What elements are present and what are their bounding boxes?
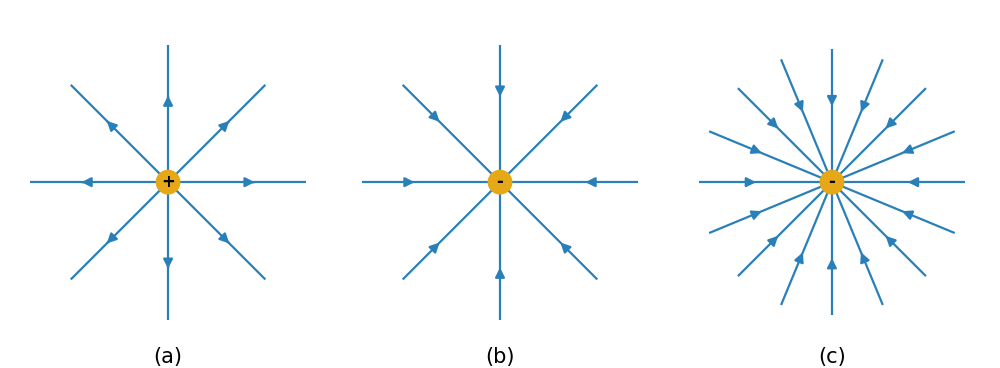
Text: -: - [497, 173, 503, 191]
Circle shape [488, 170, 512, 194]
Text: (c): (c) [818, 347, 846, 367]
Circle shape [820, 170, 844, 194]
Text: -: - [828, 173, 835, 191]
Circle shape [156, 170, 180, 194]
Text: (a): (a) [154, 347, 183, 367]
Text: +: + [161, 173, 175, 191]
Text: (b): (b) [485, 347, 515, 367]
